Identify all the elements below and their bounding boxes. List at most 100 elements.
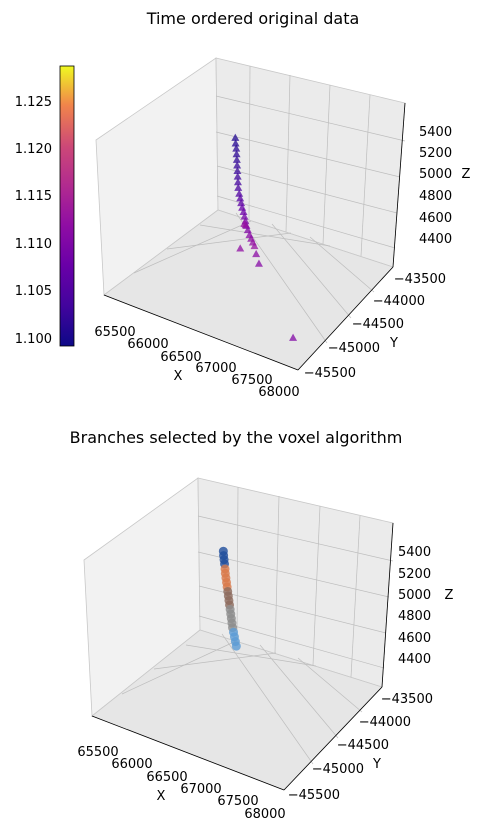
grid-line (221, 633, 314, 765)
grid-line (153, 652, 277, 670)
z-tick-label: 5400 (398, 545, 431, 560)
colorbar-tick-label: 1.105 (15, 284, 52, 299)
grid-line (216, 195, 396, 249)
x-tick-label: 68000 (258, 385, 299, 400)
grid-line (236, 486, 239, 642)
grid-line (297, 657, 363, 713)
y-tick-label: −45000 (312, 762, 364, 777)
scatter-point (236, 194, 245, 202)
grid-line (197, 515, 394, 562)
grid-line (350, 515, 361, 678)
x-tick-label: 67500 (217, 794, 258, 809)
x-axis-line (91, 715, 285, 791)
y-tick-label: −43500 (381, 692, 433, 707)
z-tick-label: 4800 (419, 189, 452, 204)
z-axis-label: Z (462, 167, 471, 182)
grid-line (259, 644, 339, 739)
x-ticks: 65500 66000 66500 67000 67500 68000 (77, 745, 285, 822)
x-tick-label: 67000 (195, 361, 236, 376)
scatter-point (233, 161, 242, 169)
scatter-point (231, 133, 240, 141)
chart-top: Time ordered original data (15, 9, 471, 400)
chart-bottom: Branches selected by the voxel algorithm (70, 428, 454, 822)
x-ticks: 65500 66000 66500 67000 67500 68000 (94, 325, 299, 400)
y-tick-label: −45500 (288, 788, 340, 803)
y-tick-label: −43500 (394, 272, 446, 287)
grid-line (322, 84, 331, 245)
y-axis-line (297, 266, 394, 371)
x-tick-label: 65500 (94, 325, 135, 340)
x-tick-label: 65500 (77, 745, 118, 760)
x-axis-label: X (157, 789, 166, 804)
z-tick-label: 5000 (398, 588, 431, 603)
y-tick-label: −44500 (352, 317, 404, 332)
grid-line (199, 224, 331, 247)
scatter-point (250, 241, 259, 250)
y-tick-label: −45500 (304, 366, 356, 381)
x-tick-label: 66000 (127, 337, 168, 352)
x-tick-label: 66500 (160, 350, 201, 365)
chart-title: Time ordered original data (146, 9, 360, 28)
grid-line (248, 65, 251, 221)
z-axis-label: Z (445, 588, 454, 603)
colorbar-tick-label: 1.100 (15, 332, 52, 347)
scatter-point (231, 641, 241, 651)
y-tick-label: −44000 (359, 715, 411, 730)
x-axis-label: X (174, 369, 183, 384)
colorbar-tick-label: 1.115 (15, 189, 52, 204)
z-tick-label: 5400 (419, 125, 452, 140)
axes-panes (83, 477, 394, 791)
axes-panes (95, 57, 406, 371)
y-axis-label: Y (389, 336, 398, 351)
z-tick-label: 4400 (419, 232, 452, 247)
y-axis-line (283, 686, 383, 791)
z-axis-line (381, 522, 394, 688)
scatter-point (233, 178, 242, 186)
scatter-point (233, 172, 242, 180)
z-tick-label: 5200 (398, 567, 431, 582)
y-axis-label: Y (372, 757, 381, 772)
grid-line (133, 220, 252, 274)
scatter-point (236, 244, 245, 252)
grid-line (274, 495, 280, 654)
z-ticks: 4400 4600 4800 5000 5200 5400 (398, 545, 431, 667)
z-axis-line (392, 102, 406, 268)
x-tick-label: 66500 (146, 770, 187, 785)
grid-line (309, 236, 375, 293)
colorbar-tick-label: 1.110 (15, 237, 52, 252)
y-tick-label: −45000 (328, 341, 380, 356)
colorbar-ticks: 1.100 1.105 1.110 1.115 1.120 1.125 (15, 95, 52, 347)
z-tick-label: 4800 (398, 609, 431, 624)
grid-lines (121, 486, 394, 765)
grid-line (197, 551, 390, 598)
scatter-point (235, 189, 244, 197)
x-tick-label: 67500 (231, 373, 272, 388)
grid-line (215, 95, 406, 142)
scatter-point (252, 249, 261, 258)
z-ticks: 4400 4600 4800 5000 5200 5400 (419, 125, 452, 247)
z-tick-label: 5200 (419, 146, 452, 161)
scatter-point (232, 155, 241, 163)
scatter-point (232, 144, 241, 152)
chart-title: Branches selected by the voxel algorithm (70, 428, 403, 447)
colorbar-tick-label: 1.120 (15, 142, 52, 157)
x-tick-label: 66000 (111, 757, 152, 772)
z-tick-label: 4400 (398, 652, 431, 667)
grid-line (312, 505, 321, 666)
grid-line (360, 94, 371, 257)
x-axis-line (103, 294, 299, 371)
y-ticks: −43500 −44000 −44500 −45000 −45500 (288, 692, 433, 803)
grid-line (185, 644, 317, 667)
scatter-point (233, 166, 242, 175)
scatter-point (234, 183, 243, 191)
scatter-point (254, 259, 263, 267)
x-tick-label: 68000 (244, 807, 285, 822)
scatter-point (289, 333, 298, 341)
scatter-marks (218, 546, 241, 651)
z-tick-label: 5000 (419, 167, 452, 182)
colorbar (59, 65, 75, 347)
y-ticks: −43500 −44000 −44500 −45000 −45500 (304, 272, 446, 381)
scatter-point (232, 150, 241, 158)
y-tick-label: −44000 (373, 294, 425, 309)
